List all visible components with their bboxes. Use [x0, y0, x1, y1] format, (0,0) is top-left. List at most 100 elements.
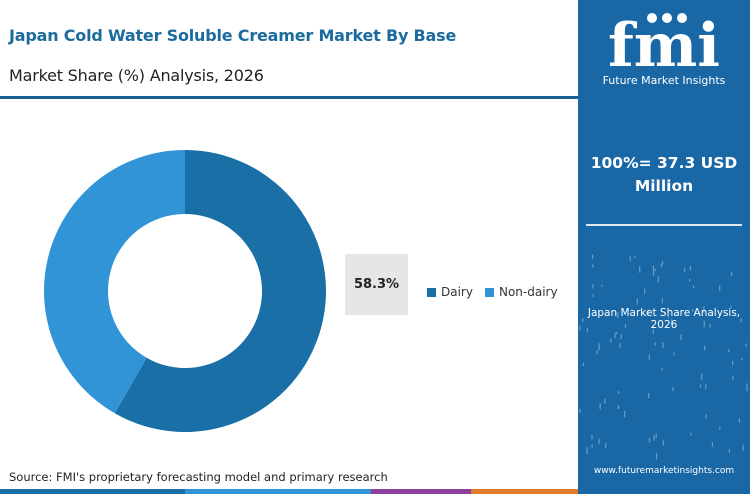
texture-mark	[692, 309, 694, 312]
texture-mark	[732, 375, 734, 380]
texture-mark	[598, 343, 600, 351]
texture-mark	[610, 338, 612, 343]
texture-mark	[654, 342, 656, 346]
texture-mark	[740, 318, 742, 323]
texture-mark	[586, 447, 588, 454]
sidebar-divider	[586, 224, 742, 226]
logo-tagline: Future Market Insights	[602, 74, 726, 87]
chart-area	[0, 100, 578, 465]
footer-bar-segment	[471, 489, 578, 494]
texture-mark	[680, 334, 682, 341]
texture-mark	[705, 414, 707, 419]
texture-mark	[667, 316, 669, 319]
texture-mark	[732, 360, 734, 365]
texture-mark	[604, 398, 606, 404]
texture-mark	[591, 444, 593, 448]
footer-bar-segment	[371, 489, 471, 494]
texture-mark	[728, 348, 730, 352]
logo-globe-icon	[647, 13, 657, 23]
texture-mark	[661, 367, 663, 371]
chart-title: Japan Cold Water Soluble Creamer Market …	[9, 26, 457, 45]
logo-wordmark: fmi	[608, 11, 720, 81]
texture-mark	[661, 263, 663, 268]
chart-subtitle: Market Share (%) Analysis, 2026	[9, 66, 264, 85]
donut-chart	[44, 150, 327, 433]
market-total: 100%= 37.3 USD Million	[590, 154, 738, 195]
legend-label-non-dairy: Non-dairy	[498, 285, 558, 299]
texture-mark	[618, 406, 620, 409]
texture-mark	[731, 272, 733, 276]
texture-mark	[586, 327, 588, 332]
texture-mark	[601, 284, 603, 287]
texture-mark	[671, 319, 673, 323]
texture-mark	[624, 411, 626, 418]
texture-mark	[618, 391, 620, 394]
texture-mark	[703, 306, 705, 313]
texture-mark	[648, 393, 650, 399]
texture-mark	[629, 256, 631, 262]
texture-mark	[701, 373, 703, 381]
texture-mark	[673, 352, 675, 356]
texture-mark	[639, 266, 641, 273]
texture-mark	[672, 387, 674, 391]
texture-mark	[657, 276, 659, 283]
donut-slice-non-dairy	[44, 150, 186, 414]
texture-mark	[619, 343, 621, 348]
texture-mark	[709, 323, 711, 328]
texture-mark	[648, 437, 651, 443]
fmi-logo: fmi	[608, 11, 720, 81]
texture-mark	[592, 294, 594, 297]
texture-mark	[605, 443, 607, 449]
footer-bar-segment	[185, 489, 371, 494]
texture-mark	[703, 320, 705, 328]
texture-mark	[652, 265, 654, 273]
data-label-dairy: 58.3%	[345, 254, 408, 315]
website-url: www.futuremarketinsights.com	[593, 466, 735, 476]
texture-mark	[705, 384, 707, 390]
legend-swatch-dairy	[427, 287, 436, 297]
logo-drop-icon	[662, 13, 672, 23]
texture-mark	[598, 438, 600, 445]
footer-color-bar	[0, 489, 578, 494]
texture-mark	[655, 453, 658, 460]
texture-mark	[614, 332, 616, 338]
texture-mark	[738, 418, 740, 423]
texture-mark	[654, 268, 656, 272]
texture-mark	[620, 334, 622, 339]
legend-item-non-dairy: Non-dairy	[484, 285, 558, 299]
sidebar-texture	[579, 254, 748, 460]
texture-mark	[655, 433, 657, 439]
donut-slice-dairy	[114, 150, 327, 433]
texture-mark	[652, 329, 654, 334]
texture-mark	[653, 435, 655, 441]
texture-mark	[644, 288, 646, 294]
texture-mark	[730, 305, 732, 308]
legend-label-dairy: Dairy	[441, 285, 473, 299]
texture-mark	[592, 284, 594, 289]
texture-mark	[742, 444, 744, 451]
texture-mark	[711, 442, 713, 447]
texture-mark	[591, 254, 594, 260]
texture-mark	[746, 383, 748, 390]
texture-mark	[719, 427, 721, 430]
texture-mark	[690, 432, 692, 436]
texture-mark	[653, 268, 655, 276]
texture-mark	[684, 268, 686, 273]
source-note: Source: FMI's proprietary forecasting mo…	[9, 470, 388, 484]
texture-mark	[634, 255, 636, 259]
texture-mark	[662, 440, 664, 446]
texture-mark	[689, 278, 691, 282]
logo-person-icon	[677, 13, 687, 23]
texture-mark	[647, 309, 649, 316]
texture-mark	[648, 354, 650, 360]
texture-mark	[704, 345, 706, 351]
sidebar-caption: Japan Market Share Analysis, 2026	[587, 307, 741, 331]
texture-mark	[582, 318, 584, 322]
legend-item-dairy: Dairy	[427, 285, 473, 299]
texture-mark	[699, 384, 702, 388]
texture-mark	[592, 264, 594, 268]
footer-bar-segment	[0, 489, 185, 494]
sidebar-panel: fmi Future Market Insights 100%= 37.3 US…	[578, 0, 750, 494]
texture-mark	[624, 324, 627, 328]
texture-mark	[615, 331, 618, 335]
